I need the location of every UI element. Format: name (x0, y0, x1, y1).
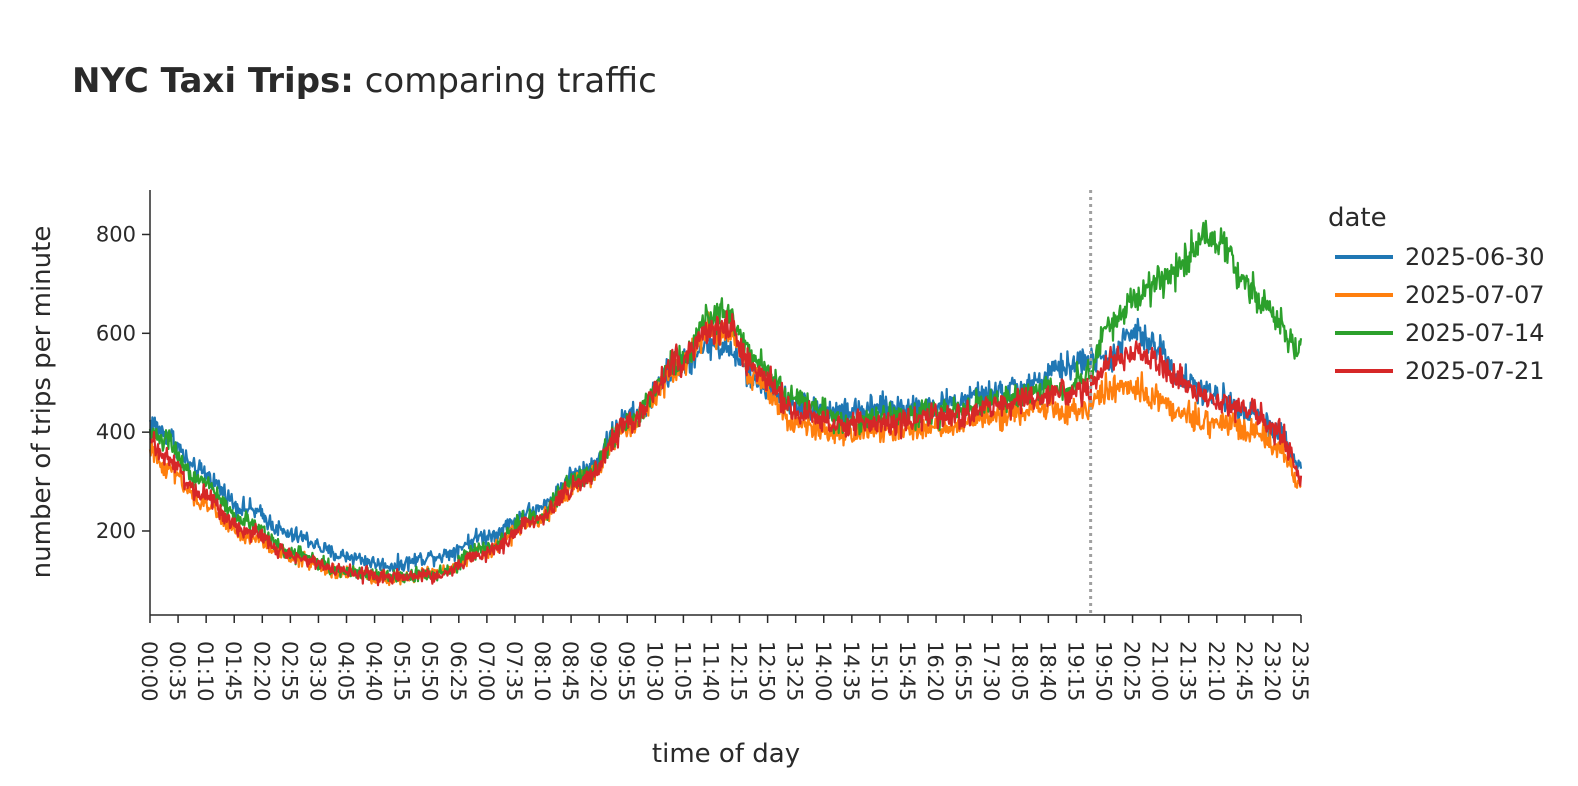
x-tick-label: 09:20 (586, 641, 610, 702)
x-tick-label: 07:00 (474, 641, 498, 702)
x-tick-label: 07:35 (502, 641, 526, 702)
series-line-2025-07-14 (148, 219, 1303, 584)
legend-item-label: 2025-07-21 (1405, 357, 1544, 385)
y-tick-label: 400 (96, 420, 136, 444)
legend-item-label: 2025-07-14 (1405, 319, 1544, 347)
legend: date 2025-06-30 2025-07-07 2025-07-14 2025-… (1328, 203, 1544, 385)
x-tick-label: 20:25 (1120, 641, 1144, 702)
x-tick-label: 06:25 (446, 641, 470, 702)
x-tick-label: 21:35 (1176, 641, 1200, 702)
legend-item-label: 2025-06-30 (1405, 243, 1544, 271)
x-tick-label: 11:40 (698, 641, 722, 702)
y-axis-title: number of trips per minute (27, 226, 57, 579)
x-tick-label: 00:00 (137, 641, 161, 702)
x-tick-label: 12:50 (755, 641, 779, 702)
x-tick-label: 14:35 (839, 641, 863, 702)
chart-title-bold: NYC Taxi Trips: (72, 61, 354, 101)
x-tick-label: 08:10 (530, 641, 554, 702)
series-line-2025-07-21 (149, 310, 1303, 587)
x-tick-label: 18:40 (1035, 641, 1059, 702)
x-tick-label: 05:15 (390, 641, 414, 702)
x-tick-label: 03:30 (305, 641, 329, 702)
x-tick-label: 14:00 (811, 641, 835, 702)
y-tick-label: 800 (96, 222, 136, 246)
x-tick-label: 18:05 (1007, 641, 1031, 702)
x-tick-label: 15:10 (867, 641, 891, 702)
x-tick-label: 22:10 (1204, 641, 1228, 702)
x-axis-title: time of day (652, 739, 800, 769)
x-tick-label: 23:20 (1260, 641, 1284, 702)
chart-title: NYC Taxi Trips: comparing traffic (72, 61, 657, 101)
x-tick-label: 16:55 (951, 641, 975, 702)
x-tick-label: 01:45 (221, 641, 245, 702)
legend-title: date (1328, 203, 1387, 233)
x-tick-label: 19:15 (1063, 641, 1087, 702)
x-tick-label: 02:20 (249, 641, 273, 702)
x-tick-label: 16:20 (923, 641, 947, 702)
x-tick-label: 19:50 (1091, 641, 1115, 702)
legend-item-label: 2025-07-07 (1405, 281, 1544, 309)
x-tick-label: 12:15 (727, 641, 751, 702)
x-tick-label: 13:25 (783, 641, 807, 702)
x-tick-label: 00:35 (165, 641, 189, 702)
x-tick-label: 15:45 (895, 641, 919, 702)
x-tick-label: 10:30 (642, 641, 666, 702)
x-tick-label: 05:50 (418, 641, 442, 702)
y-tick-label: 600 (96, 321, 136, 345)
axes (149, 190, 1301, 616)
x-tick-label: 23:55 (1288, 641, 1312, 702)
x-tick-label: 21:00 (1148, 641, 1172, 702)
x-ticks: 00:00 00:35 01:10 01:45 02:20 02:55 03:30 04:05… (137, 615, 1312, 702)
x-tick-label: 11:05 (670, 641, 694, 702)
x-tick-label: 09:55 (614, 641, 638, 702)
chart-title-rest: comparing traffic (354, 61, 657, 101)
x-tick-label: 04:05 (334, 641, 358, 702)
x-tick-label: 17:30 (979, 641, 1003, 702)
x-tick-label: 08:45 (558, 641, 582, 702)
x-tick-label: 04:40 (362, 641, 386, 702)
x-tick-label: 01:10 (193, 641, 217, 702)
y-tick-label: 200 (96, 519, 136, 543)
x-tick-label: 02:55 (277, 641, 301, 702)
plot-lines (148, 190, 1303, 615)
y-ticks: 200 400 600 800 (96, 222, 150, 543)
x-tick-label: 22:45 (1232, 641, 1256, 702)
